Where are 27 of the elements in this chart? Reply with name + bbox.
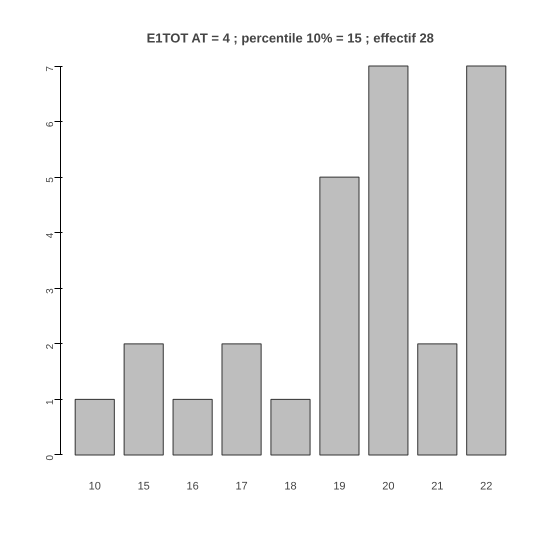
x-tick-label: 16	[186, 480, 199, 492]
y-tick-label: 0	[45, 454, 56, 461]
bar	[221, 343, 262, 456]
x-tick-label: 17	[235, 480, 248, 492]
bar	[417, 343, 458, 456]
bar	[319, 176, 360, 456]
y-tick-label: 1	[45, 398, 56, 405]
bar	[124, 343, 164, 456]
y-tick-label: 3	[45, 288, 56, 294]
x-tick-label: 15	[138, 480, 150, 492]
x-tick-label: 21	[431, 480, 444, 492]
bar	[368, 66, 408, 456]
y-tick-label: 4	[45, 232, 56, 238]
x-tick-label: 10	[88, 480, 101, 492]
y-tick-label: 5	[45, 176, 56, 183]
x-tick-label: 19	[333, 480, 346, 492]
bar	[270, 398, 311, 456]
x-tick-label: 18	[284, 480, 297, 492]
chart-title: E1TOT AT = 4 ; percentile 10% = 15 ; effectif 28	[146, 30, 434, 46]
bar	[172, 398, 213, 456]
y-tick-label: 2	[45, 343, 56, 350]
x-tick-label: 22	[480, 480, 492, 492]
x-tick-label: 20	[382, 480, 395, 492]
bar	[466, 66, 506, 456]
y-tick-label: 6	[45, 121, 56, 128]
bar	[74, 398, 115, 456]
y-tick-label: 7	[45, 66, 56, 72]
